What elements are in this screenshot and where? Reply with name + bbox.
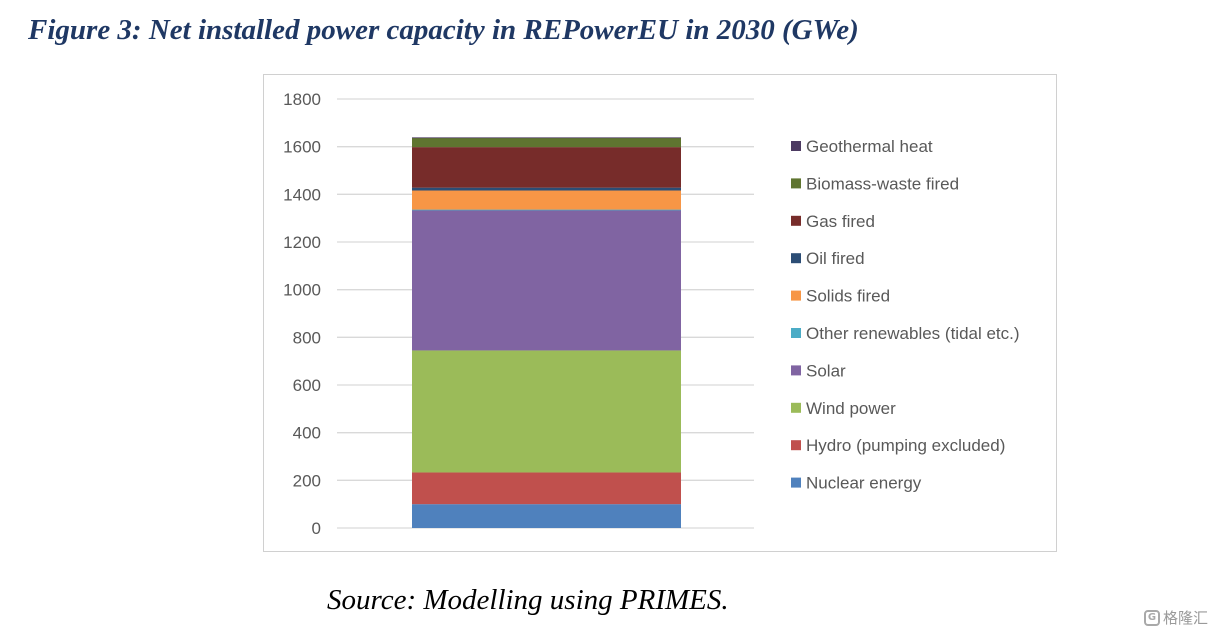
legend-label: Hydro (pumping excluded) xyxy=(806,436,1005,455)
bar-segment-other-renewables-tidal-etc xyxy=(412,209,681,211)
figure-title: Figure 3: Net installed power capacity i… xyxy=(28,14,859,46)
y-tick-label: 1000 xyxy=(283,281,321,300)
legend-label: Solids fired xyxy=(806,287,890,306)
bar-segment-nuclear-energy xyxy=(412,504,681,528)
legend-label: Gas fired xyxy=(806,212,875,231)
bar-segment-hydro-pumping-excluded xyxy=(412,472,681,505)
bar-segment-solids-fired xyxy=(412,190,681,210)
y-tick-label: 0 xyxy=(312,519,321,538)
source-note: Source: Modelling using PRIMES. xyxy=(327,584,729,616)
bar-segment-wind-power xyxy=(412,350,681,473)
legend-swatch xyxy=(791,215,801,226)
bar-segment-solar xyxy=(412,209,681,351)
y-tick-label: 200 xyxy=(293,471,321,490)
y-tick-label: 1600 xyxy=(283,138,321,157)
legend-swatch xyxy=(791,328,801,338)
legend-swatch xyxy=(791,141,801,151)
legend-label: Other renewables (tidal etc.) xyxy=(806,324,1020,343)
legend-label: Wind power xyxy=(806,399,896,418)
legend-label: Oil fired xyxy=(806,249,865,268)
y-tick-label: 1800 xyxy=(283,90,321,109)
bar-segment-biomass-waste-fired xyxy=(412,137,681,148)
legend-swatch xyxy=(791,178,801,189)
chart-area: 0 200 400 600 800 1000 1200 1400 1600 1800 Geother… xyxy=(263,74,1057,552)
legend-swatch xyxy=(791,402,801,413)
legend-swatch xyxy=(791,253,801,264)
y-tick-label: 1200 xyxy=(283,233,321,252)
bar-segment-gas-fired xyxy=(412,147,681,188)
legend-label: Geothermal heat xyxy=(806,137,933,156)
y-tick-label: 400 xyxy=(293,424,321,443)
bar-segment-geothermal-heat xyxy=(412,137,681,139)
legend-label: Biomass-waste fired xyxy=(806,174,959,193)
watermark-text: 格隆汇 xyxy=(1162,609,1208,627)
watermark: G 格隆汇 xyxy=(1143,607,1208,628)
y-tick-label: 800 xyxy=(293,328,321,347)
legend-swatch xyxy=(791,290,801,301)
legend-swatch xyxy=(791,477,801,488)
bar-segment-oil-fired xyxy=(412,187,681,191)
legend-label: Solar xyxy=(806,361,846,380)
y-tick-label: 1400 xyxy=(283,185,321,204)
stacked-bar-chart: 0 200 400 600 800 1000 1200 1400 1600 1800 Geother… xyxy=(283,90,1020,538)
y-tick-label: 600 xyxy=(293,376,321,395)
legend-label: Nuclear energy xyxy=(806,474,922,493)
gelonghui-logo-icon: G xyxy=(1143,609,1160,626)
legend-swatch xyxy=(791,365,801,376)
legend-swatch xyxy=(791,440,801,451)
